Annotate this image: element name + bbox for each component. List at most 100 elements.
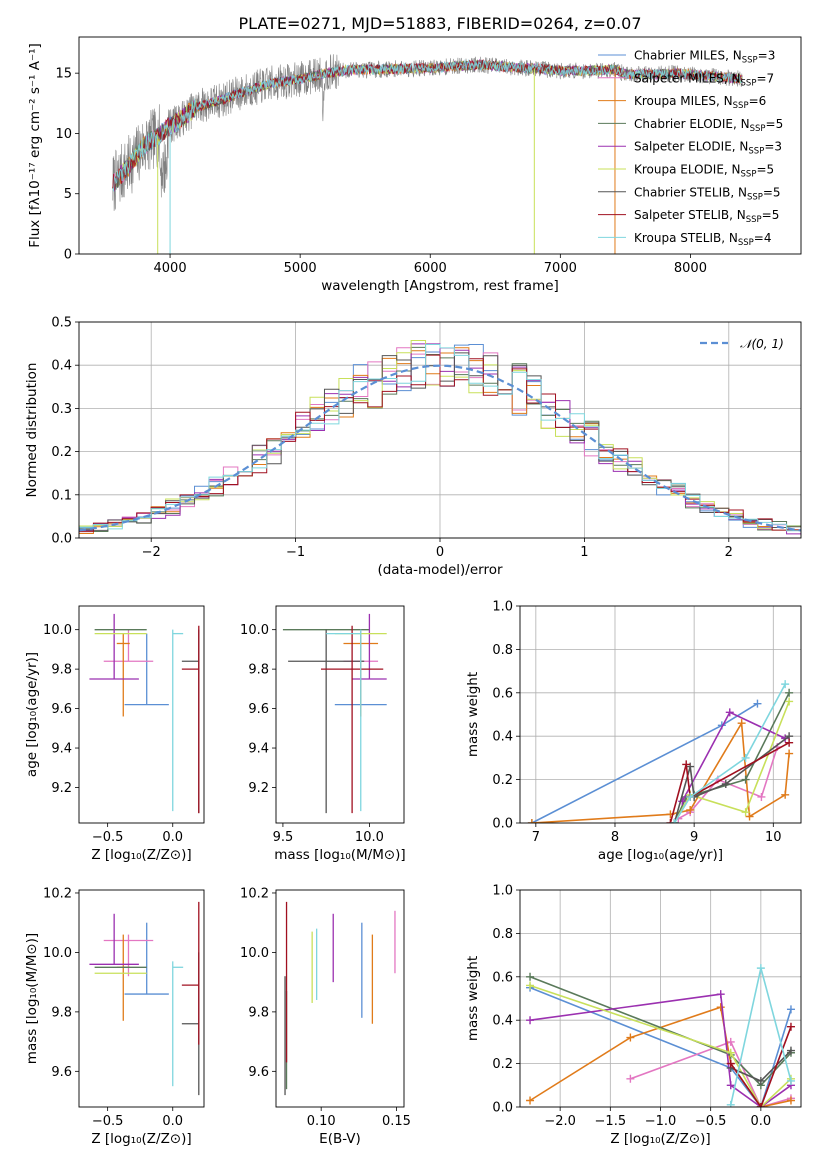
y-tick-label: 0 bbox=[64, 248, 72, 263]
y-tick-label: 0.3 bbox=[51, 402, 72, 417]
y-tick-label: 9.6 bbox=[248, 1065, 269, 1080]
legend-count: =7 bbox=[756, 71, 774, 85]
y-tick-label: 9.6 bbox=[51, 1065, 72, 1080]
legend-text: Kroupa ELODIE, N bbox=[634, 163, 741, 177]
weight-point-marker bbox=[757, 792, 766, 801]
weight-point-marker bbox=[785, 749, 794, 758]
weight-series-line bbox=[673, 683, 786, 823]
x-tick-label: 8 bbox=[611, 830, 619, 845]
x-tick-label: −0.5 bbox=[695, 1114, 727, 1129]
x-tick-label: 9 bbox=[690, 830, 698, 845]
legend-count: =6 bbox=[749, 94, 767, 108]
x-tick-label: 8000 bbox=[674, 261, 707, 276]
weight-point-marker bbox=[716, 1003, 725, 1012]
weight-series-line bbox=[529, 984, 792, 1107]
weight-point-marker bbox=[726, 1048, 735, 1057]
x-tick-label: 10 bbox=[765, 830, 782, 845]
y-tick-label: 10.0 bbox=[240, 946, 269, 961]
spectrum-lines bbox=[112, 54, 743, 254]
weight-vs-metallicity-panel: −2.0 −1.5 −1.0 −0.5 0.0 0.0 0.2 0.4 0.6 0.8 1.0 Z [… bbox=[465, 884, 802, 1147]
y-tick-label: 0.1 bbox=[51, 488, 72, 503]
errorbars bbox=[89, 613, 200, 814]
y-tick-label: 10.2 bbox=[240, 886, 269, 901]
residual-histogram-panel: −2 −1 0 1 2 0.0 0.1 0.2 0.3 0.4 0.5 (data-model)/er… bbox=[24, 316, 802, 578]
weight-point-marker bbox=[686, 805, 695, 814]
weight-point-marker bbox=[726, 1081, 735, 1090]
x-tick-label: 0.0 bbox=[162, 1114, 183, 1129]
weight-point-marker bbox=[786, 1005, 795, 1014]
x-tick-label: 7 bbox=[532, 830, 540, 845]
x-axis-label: Z [log₁₀(Z/Z⊙)] bbox=[91, 847, 191, 863]
y-tick-label: 9.2 bbox=[248, 781, 269, 796]
y-tick-label: 9.8 bbox=[51, 663, 72, 678]
weight-point-marker bbox=[686, 792, 695, 801]
legend-text: Salpeter STELIB, N bbox=[634, 208, 746, 222]
x-axis-label: mass [log₁₀(M/M⊙)] bbox=[274, 847, 405, 863]
x-tick-label: 0.15 bbox=[382, 1114, 411, 1129]
y-tick-label: 9.8 bbox=[248, 663, 269, 678]
weight-series-line bbox=[669, 741, 790, 823]
x-axis-label: E(B-V) bbox=[319, 1131, 361, 1147]
legend-subscript: SSP bbox=[750, 124, 766, 134]
x-tick-label: 10.0 bbox=[355, 830, 384, 845]
x-tick-label: −0.5 bbox=[92, 1114, 124, 1129]
x-tick-label: 6000 bbox=[414, 261, 447, 276]
legend-entry: Chabrier ELODIE, NSSP=5 bbox=[634, 117, 783, 134]
weight-point-marker bbox=[786, 1096, 795, 1105]
legend-entry: Kroupa MILES, NSSP=6 bbox=[634, 94, 766, 111]
x-tick-label: 9.5 bbox=[273, 830, 294, 845]
y-tick-label: 0.4 bbox=[51, 359, 72, 374]
x-tick-label: 0.0 bbox=[162, 830, 183, 845]
mass-vs-extinction-panel: 0.10 0.15 9.6 9.8 10.0 10.2 E(B-V) bbox=[240, 886, 411, 1147]
y-tick-label: 0.4 bbox=[492, 730, 513, 745]
axes-frame bbox=[519, 889, 802, 1108]
legend-subscript: SSP bbox=[741, 170, 757, 180]
weight-point-marker bbox=[626, 1074, 635, 1083]
legend-text: Kroupa STELIB, N bbox=[634, 231, 738, 245]
weight-point-marker bbox=[726, 1037, 735, 1046]
legend-count: =4 bbox=[754, 231, 772, 245]
y-axis-label: Flux [fλ10⁻¹⁷ erg cm⁻² s⁻¹ A⁻¹] bbox=[27, 43, 43, 248]
legend-subscript: SSP bbox=[747, 192, 763, 202]
weight-series-line bbox=[529, 986, 792, 1107]
y-tick-label: 9.8 bbox=[248, 1005, 269, 1020]
y-tick-label: 0.8 bbox=[492, 643, 513, 658]
y-axis-label: age [log₁₀(age/yr)] bbox=[24, 652, 40, 777]
weight-point-marker bbox=[781, 790, 790, 799]
y-tick-label: 9.4 bbox=[51, 742, 72, 757]
y-tick-label: 0.2 bbox=[51, 445, 72, 460]
y-tick-label: 0.5 bbox=[51, 316, 72, 331]
legend-count: =5 bbox=[763, 185, 781, 199]
x-tick-label: 1 bbox=[580, 545, 588, 560]
weight-point-marker bbox=[786, 1022, 795, 1031]
weight-point-marker bbox=[725, 708, 734, 717]
legend-entry: Salpeter MILES, NSSP=7 bbox=[634, 71, 774, 88]
normal-pdf-curve bbox=[79, 364, 801, 532]
legend-entry: 𝒩(0, 1) bbox=[740, 337, 784, 351]
y-tick-label: 9.6 bbox=[248, 702, 269, 717]
weight-point-marker bbox=[756, 964, 765, 973]
x-axis-label: Z [log₁₀(Z/Z⊙)] bbox=[91, 1131, 191, 1147]
y-tick-label: 9.2 bbox=[51, 781, 72, 796]
weight-point-marker bbox=[626, 1033, 635, 1042]
figure-title: PLATE=0271, MJD=51883, FIBERID=0264, z=0… bbox=[238, 14, 641, 33]
weight-point-marker bbox=[786, 1076, 795, 1085]
x-axis-label: Z [log₁₀(Z/Z⊙)] bbox=[610, 1131, 710, 1147]
y-tick-label: 1.0 bbox=[492, 600, 513, 615]
y-tick-label: 9.6 bbox=[51, 702, 72, 717]
age-vs-metallicity-panel: −0.5 0.0 9.2 9.4 9.6 9.8 10.0 Z [log₁₀(Z/Z⊙)] ag… bbox=[24, 605, 205, 863]
age-vs-mass-panel: 9.5 10.0 9.2 9.4 9.6 9.8 10.0 mass [log₁₀(M/M⊙)… bbox=[240, 605, 406, 863]
y-tick-label: 10.0 bbox=[240, 623, 269, 638]
x-tick-label: 0.0 bbox=[751, 1114, 772, 1129]
y-tick-label: 0.2 bbox=[492, 1057, 513, 1072]
legend-text: Kroupa MILES, N bbox=[634, 94, 733, 108]
weight-series-line bbox=[681, 711, 786, 802]
x-tick-label: −1.0 bbox=[645, 1114, 677, 1129]
errorbars bbox=[284, 901, 396, 1096]
legend-count: =5 bbox=[756, 163, 774, 177]
x-tick-label: −1.5 bbox=[595, 1114, 627, 1129]
y-tick-label: 9.4 bbox=[248, 742, 269, 757]
weight-lines bbox=[527, 680, 794, 823]
x-tick-label: 5000 bbox=[284, 261, 317, 276]
